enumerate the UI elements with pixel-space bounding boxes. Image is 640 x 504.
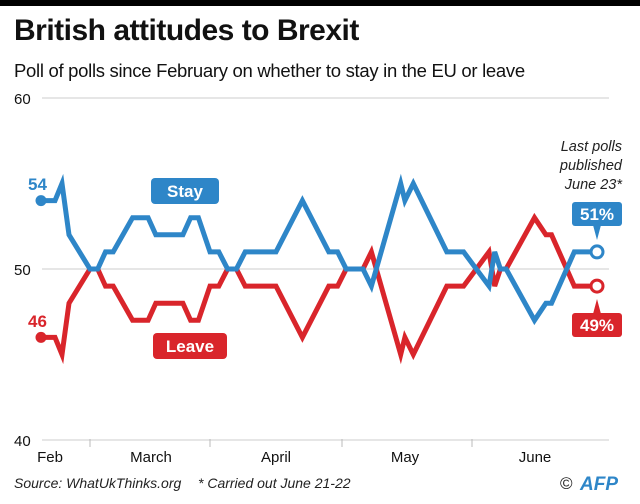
svg-text:49%: 49% bbox=[580, 316, 614, 335]
x-tick-feb: Feb bbox=[37, 449, 63, 466]
leave-end-point bbox=[589, 278, 605, 294]
chart-subtitle: Poll of polls since February on whether … bbox=[14, 60, 525, 81]
leave-legend-label: Leave bbox=[153, 333, 227, 359]
source-note: Source: WhatUkThinks.org bbox=[14, 475, 181, 491]
footnote: * Carried out June 21-22 bbox=[198, 475, 351, 491]
svg-text:Leave: Leave bbox=[166, 337, 214, 356]
afp-logo: AFP bbox=[579, 474, 618, 495]
y-tick-50: 50 bbox=[14, 262, 31, 279]
chart-title: British attitudes to Brexit bbox=[14, 14, 359, 47]
copyright-symbol: © bbox=[560, 474, 573, 493]
annotation-line-1: Last polls bbox=[561, 139, 622, 155]
svg-text:51%: 51% bbox=[580, 205, 614, 224]
leave-start-label: 46 bbox=[28, 312, 47, 331]
stay-start-point bbox=[35, 195, 47, 207]
stay-legend-label: Stay bbox=[151, 178, 219, 204]
svg-text:Stay: Stay bbox=[167, 182, 203, 201]
leave-end-label: 49% bbox=[572, 299, 622, 337]
leave-start-point bbox=[35, 331, 47, 343]
annotation-line-2: published bbox=[559, 158, 623, 174]
x-tick-may: May bbox=[391, 449, 420, 466]
annotation-line-3: June 23* bbox=[564, 177, 624, 193]
x-tick-march: March bbox=[130, 449, 172, 466]
stay-end-point bbox=[589, 244, 605, 260]
stay-start-label: 54 bbox=[28, 175, 47, 194]
x-tick-june: June bbox=[519, 449, 552, 466]
stay-series-line bbox=[41, 173, 597, 326]
y-tick-60: 60 bbox=[14, 91, 31, 108]
y-tick-40: 40 bbox=[14, 433, 31, 450]
stay-end-label: 51% bbox=[572, 202, 622, 240]
x-tick-april: April bbox=[261, 449, 291, 466]
top-bar bbox=[0, 0, 640, 6]
